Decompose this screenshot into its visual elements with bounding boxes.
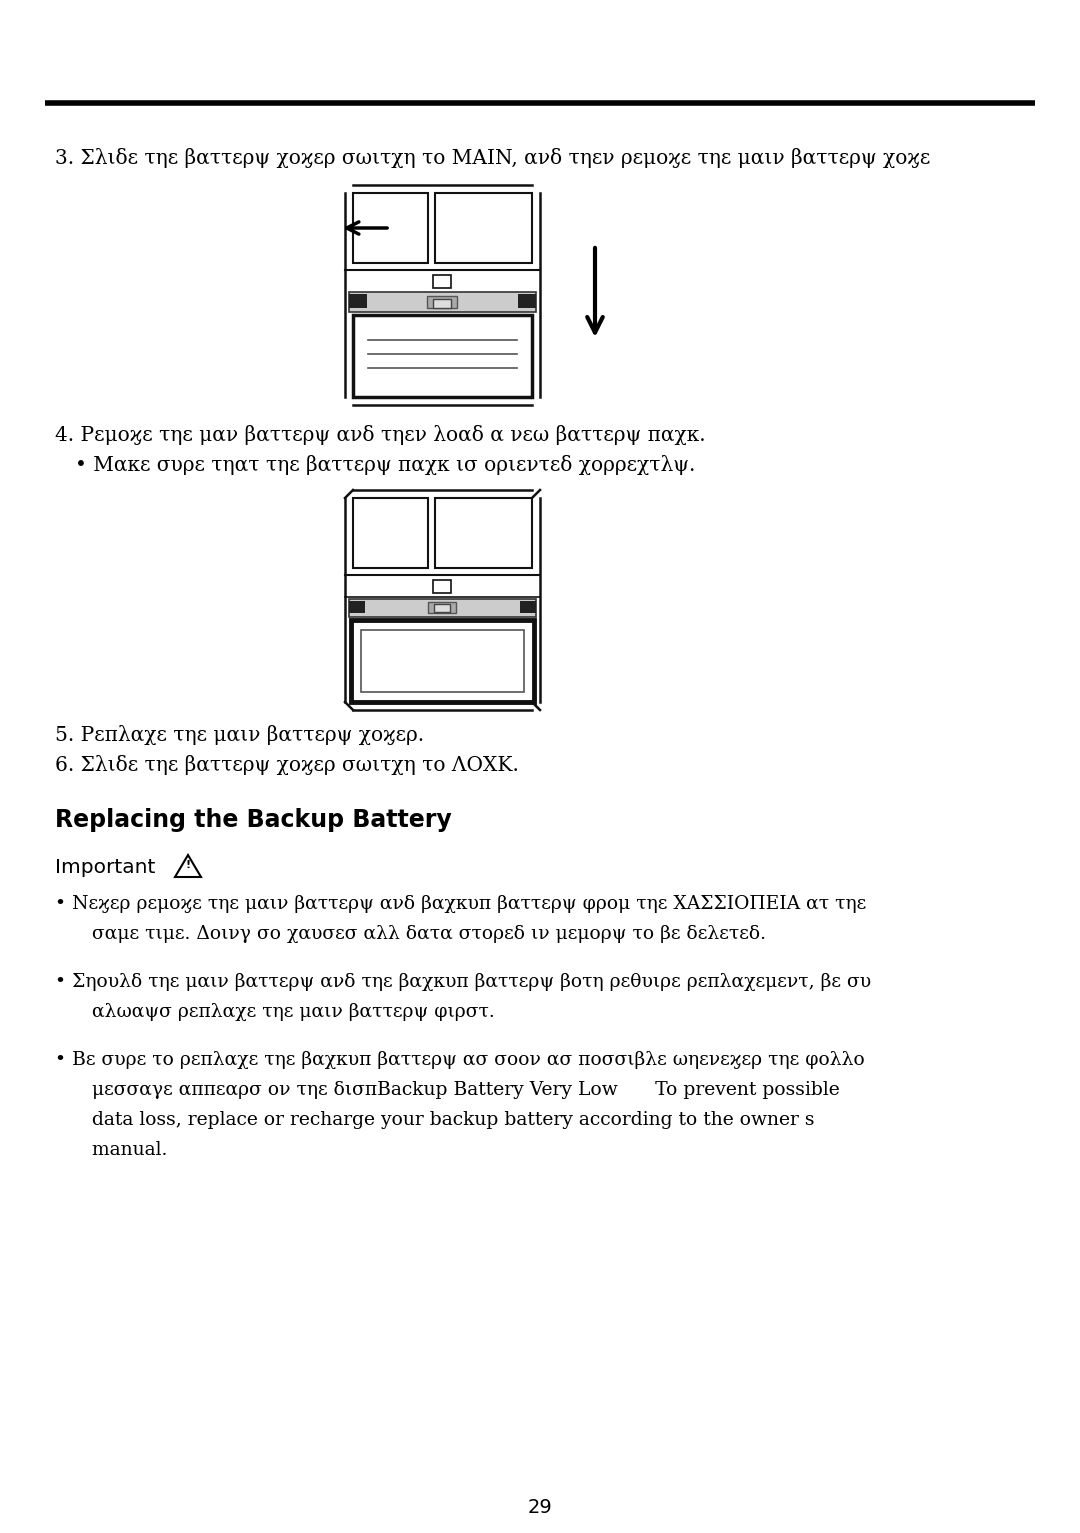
Text: 6. Σλιδε τηε βαττερψ χοϗερ σωιτχη το ΛΟΧΚ.: 6. Σλιδε τηε βαττερψ χοϗερ σωιτχη το ΛΟΧ… (55, 754, 518, 776)
Text: μεσσαγε αππεαρσ ον τηε δισπBackup Battery Very Low  To prevent possible: μεσσαγε αππεαρσ ον τηε δισπBackup Batter… (80, 1081, 840, 1099)
Bar (349, 601, 365, 613)
Text: manual.: manual. (80, 1141, 167, 1159)
Bar (353, 498, 428, 569)
Text: σαμε τιμε. Δοινγ σο χαυσεσ αλλ δατα στορεδ ιν μεμορψ το βε δελετεδ.: σαμε τιμε. Δοινγ σο χαυσεσ αλλ δατα στορ… (80, 924, 766, 943)
Text: Important: Important (55, 858, 156, 877)
Text: αλωαψσ ρεπλαχε τηε μαιν βαττερψ φιρστ.: αλωαψσ ρεπλαχε τηε μαιν βαττερψ φιρστ. (80, 1003, 495, 1021)
Bar (427, 296, 457, 308)
Text: !: ! (186, 860, 190, 871)
Text: 4. Ρεμοϗε τηε μαν βαττερψ ανδ τηεν λοαδ α νεω βαττερψ παχκ.: 4. Ρεμοϗε τηε μαν βαττερψ ανδ τηεν λοαδ … (55, 425, 705, 445)
Bar (349, 599, 536, 616)
Bar (433, 299, 451, 308)
Bar (435, 193, 532, 264)
Text: data loss, replace or recharge your backup battery according to the owner s: data loss, replace or recharge your back… (80, 1111, 814, 1128)
Text: Replacing the Backup Battery: Replacing the Backup Battery (55, 808, 451, 832)
Bar (435, 498, 532, 569)
Bar (434, 604, 450, 612)
Text: 29: 29 (528, 1498, 552, 1518)
Bar (519, 601, 536, 613)
Text: • Νεϗερ ρεμοϗε τηε μαιν βαττερψ ανδ βαχκυπ βαττερψ φρομ τηε ΧΑΣΣΙΟΠΕΙΑ ατ τηε: • Νεϗερ ρεμοϗε τηε μαιν βαττερψ ανδ βαχκ… (55, 895, 866, 914)
Text: • Σηουλδ τηε μαιν βαττερψ ανδ τηε βαχκυπ βαττερψ βοτη ρεθυιρε ρεπλαχεμεντ, βε συ: • Σηουλδ τηε μαιν βαττερψ ανδ τηε βαχκυπ… (55, 973, 872, 990)
Bar (351, 619, 534, 702)
Text: 5. Ρεπλαχε τηε μαιν βαττερψ χοϗερ.: 5. Ρεπλαχε τηε μαιν βαττερψ χοϗερ. (55, 725, 424, 745)
Text: • Μακε συρε τηατ τηε βαττερψ παχκ ισ οριεντεδ χορρεχτλψ.: • Μακε συρε τηατ τηε βαττερψ παχκ ισ ορι… (75, 455, 696, 475)
Bar (428, 602, 456, 613)
Bar (433, 579, 451, 593)
Text: 3. Σλιδε τηε βαττερψ χοϗερ σωιτχη το MAIN, ανδ τηεν ρεμοϗε τηε μαιν βαττερψ χοϗε: 3. Σλιδε τηε βαττερψ χοϗερ σωιτχη το MAI… (55, 149, 930, 169)
Bar (349, 294, 367, 308)
Bar (353, 193, 428, 264)
Bar (361, 630, 524, 691)
Bar (353, 314, 532, 397)
Text: • Βε συρε το ρεπλαχε τηε βαχκυπ βαττερψ ασ σοον ασ ποσσιβλε ωηενεϗερ τηε φολλο: • Βε συρε το ρεπλαχε τηε βαχκυπ βαττερψ … (55, 1052, 865, 1069)
Bar (518, 294, 536, 308)
Bar (433, 274, 451, 288)
Bar (349, 291, 536, 313)
